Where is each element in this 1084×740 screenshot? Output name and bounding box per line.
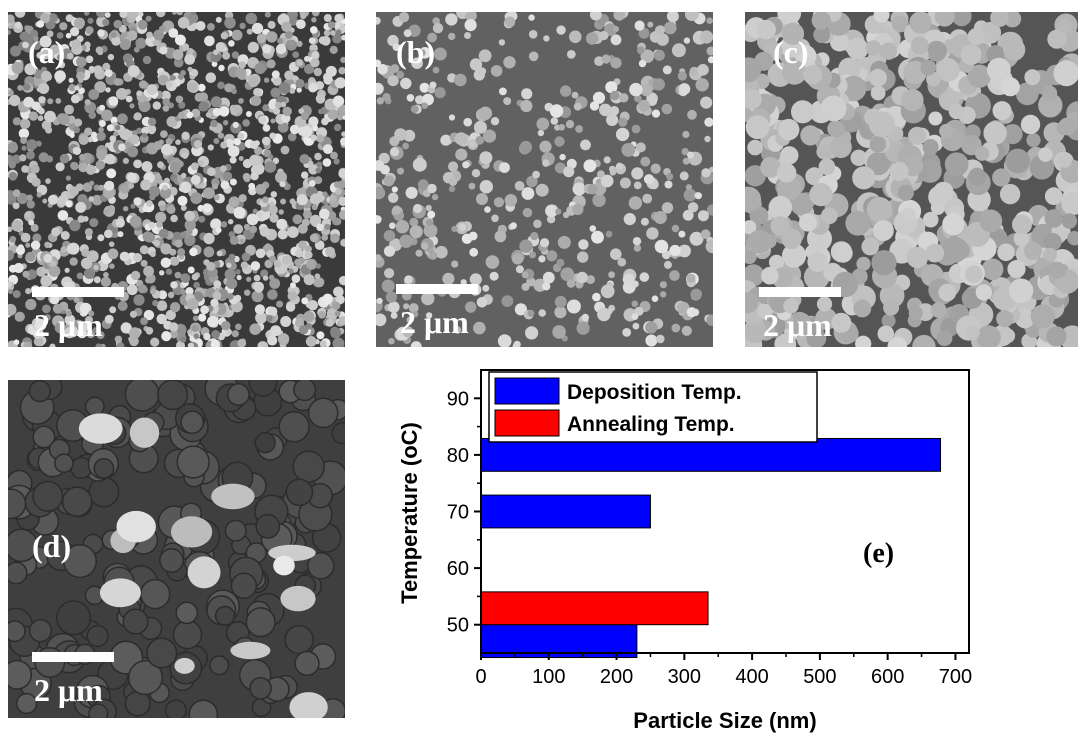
y-tick-label: 50: [447, 615, 469, 637]
panel-label-a: (a): [28, 34, 66, 70]
panel-label-b: (b): [396, 34, 436, 70]
scale-text-a: 2 μm: [34, 307, 103, 343]
scale-bar-d: [32, 652, 114, 662]
sem-panel-d: (d) 2 μm: [8, 380, 345, 718]
panel-label-d: (d): [32, 528, 72, 564]
sem-panel-b: (b) 2 μm: [376, 12, 713, 347]
legend-swatch: [494, 409, 560, 437]
scale-text-b: 2 μm: [400, 304, 469, 340]
scale-bar-a: [32, 287, 124, 297]
x-axis-label: Particle Size (nm): [633, 708, 816, 733]
y-tick-label: 80: [447, 445, 469, 467]
scale-bar-c: [759, 287, 841, 297]
sem-image-d: [8, 380, 345, 718]
scale-text-d: 2 μm: [34, 672, 103, 708]
x-tick-label: 600: [871, 666, 904, 688]
y-tick-label: 90: [447, 388, 469, 410]
legend-swatch: [494, 377, 560, 405]
x-tick-label: 500: [803, 666, 836, 688]
sem-panel-a: (a) 2 μm: [8, 12, 345, 347]
chart-panel-label: (e): [863, 538, 894, 569]
sem-image-c: [745, 12, 1078, 347]
x-tick-label: 400: [735, 666, 768, 688]
y-tick-label: 60: [447, 558, 469, 580]
scale-text-c: 2 μm: [763, 307, 832, 343]
particle-size-bar-chart: 0 100 200 300 400 500 600 700 50 60 70 80 90 Deposi…: [397, 369, 972, 733]
scale-bar-b: [396, 284, 478, 294]
x-tick-label: 0: [475, 666, 486, 688]
legend-label: Deposition Temp.: [567, 381, 742, 404]
panel-label-c: (c): [773, 34, 809, 70]
y-tick-label: 70: [447, 502, 469, 524]
bar-deposition-temp-70: [480, 494, 651, 529]
bar-deposition-temp-80: [480, 437, 942, 472]
x-tick-label: 300: [668, 666, 701, 688]
x-tick-label: 100: [532, 666, 565, 688]
x-tick-label: 700: [939, 666, 972, 688]
sem-panel-c: (c) 2 μm: [745, 12, 1078, 347]
legend-label: Annealing Temp.: [567, 413, 735, 436]
sem-image-a: [8, 12, 345, 347]
x-tick-label: 200: [600, 666, 633, 688]
y-axis-label: Temperature (oC): [397, 422, 422, 604]
bar-annealing-temp-50: [480, 591, 709, 626]
